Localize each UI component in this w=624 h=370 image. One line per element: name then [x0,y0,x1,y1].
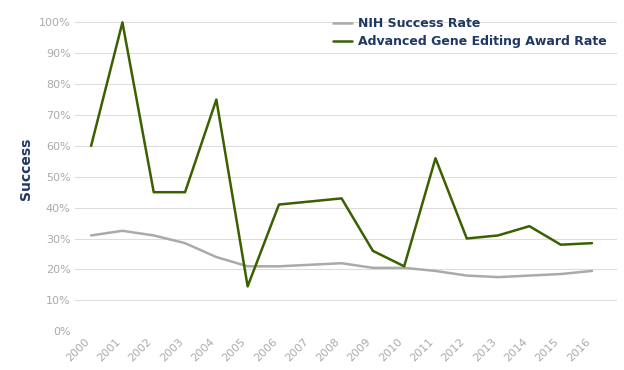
NIH Success Rate [306,263,314,267]
Advanced Gene Editing Award Rate [401,264,408,269]
Legend: NIH Success Rate, Advanced Gene Editing Award Rate: NIH Success Rate, Advanced Gene Editing … [329,13,611,52]
Advanced Gene Editing Award Rate [463,236,470,241]
NIH Success Rate [588,269,596,273]
Advanced Gene Editing Award Rate [213,97,220,102]
Line: Advanced Gene Editing Award Rate: Advanced Gene Editing Award Rate [91,22,592,286]
NIH Success Rate [87,233,95,238]
NIH Success Rate [432,269,439,273]
NIH Success Rate [150,233,157,238]
NIH Success Rate [244,264,251,269]
Line: NIH Success Rate: NIH Success Rate [91,231,592,277]
Advanced Gene Editing Award Rate [525,224,533,228]
NIH Success Rate [338,261,345,265]
NIH Success Rate [401,266,408,270]
Advanced Gene Editing Award Rate [275,202,283,207]
NIH Success Rate [275,264,283,269]
Advanced Gene Editing Award Rate [588,241,596,245]
Y-axis label: Success: Success [19,138,34,200]
Advanced Gene Editing Award Rate [557,242,565,247]
NIH Success Rate [557,272,565,276]
Advanced Gene Editing Award Rate [150,190,157,194]
NIH Success Rate [213,255,220,259]
Advanced Gene Editing Award Rate [369,249,377,253]
Advanced Gene Editing Award Rate [494,233,502,238]
NIH Success Rate [369,266,377,270]
NIH Success Rate [182,241,189,245]
NIH Success Rate [463,273,470,278]
NIH Success Rate [494,275,502,279]
Advanced Gene Editing Award Rate [119,20,126,24]
NIH Success Rate [525,273,533,278]
Advanced Gene Editing Award Rate [306,199,314,204]
Advanced Gene Editing Award Rate [432,156,439,161]
Advanced Gene Editing Award Rate [338,196,345,201]
Advanced Gene Editing Award Rate [87,144,95,148]
NIH Success Rate [119,229,126,233]
Advanced Gene Editing Award Rate [182,190,189,194]
Advanced Gene Editing Award Rate [244,284,251,289]
